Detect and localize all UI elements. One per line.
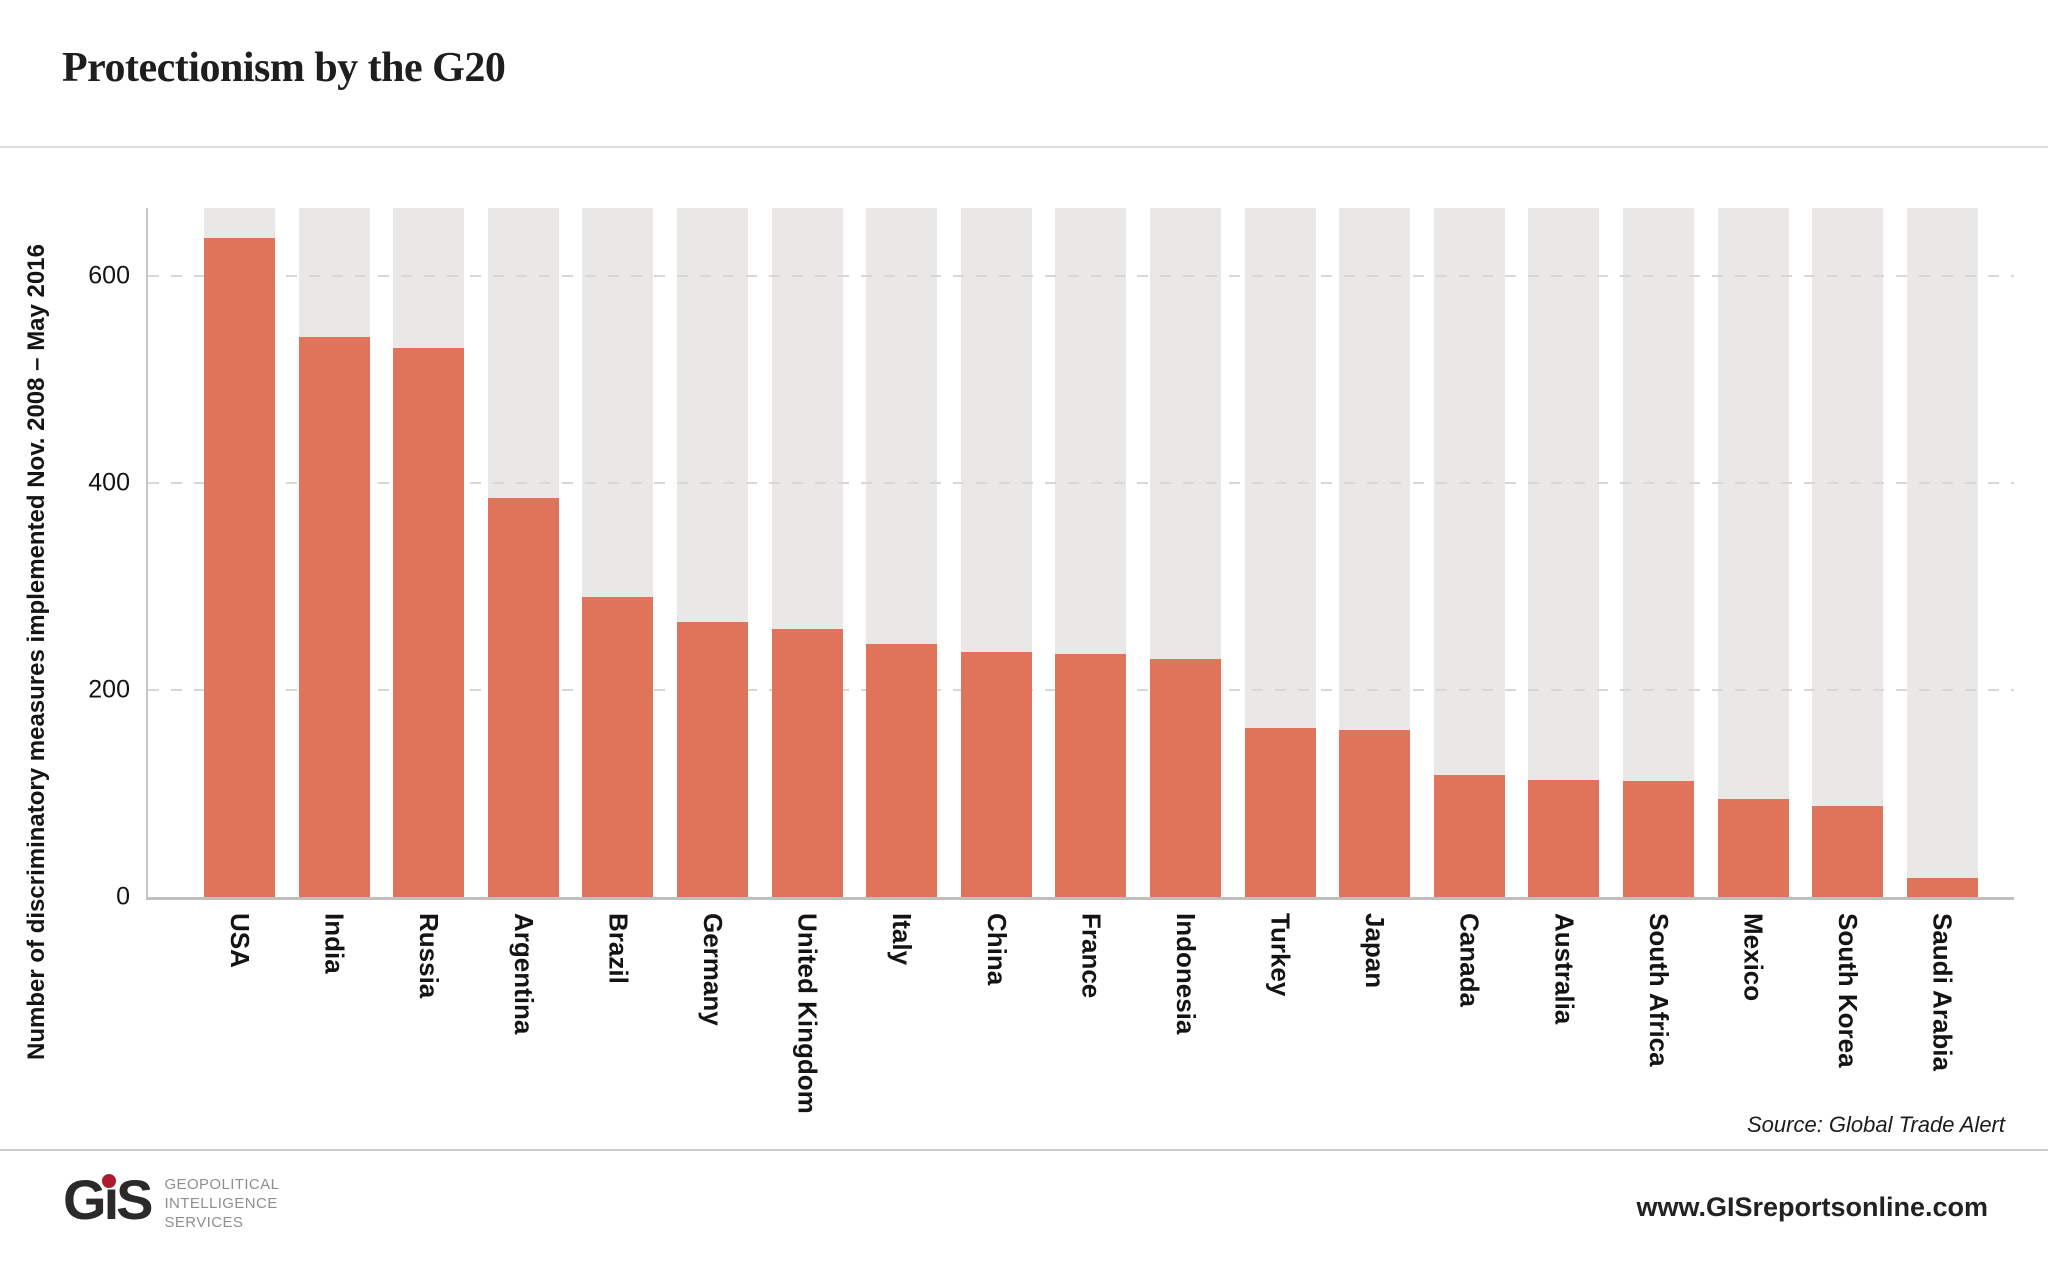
- logo-letter-g: G: [63, 1168, 107, 1231]
- track-mexico: [1717, 208, 1789, 897]
- bar-australia: [1528, 780, 1600, 897]
- bar-slot-china: China: [960, 208, 1032, 985]
- footer-divider: [0, 1149, 2048, 1151]
- bar-slot-argentina: Argentina: [487, 208, 559, 1034]
- x-label-india: India: [319, 913, 350, 974]
- y-tick-0: 0: [116, 882, 130, 911]
- logo-red-dot-icon: [102, 1174, 116, 1188]
- bar-china: [960, 651, 1032, 897]
- bar-japan: [1339, 730, 1411, 897]
- x-label-usa: USA: [225, 913, 255, 968]
- x-label-argentina: Argentina: [508, 913, 539, 1035]
- x-label-china: China: [981, 913, 1012, 986]
- bar-slot-japan: Japan: [1339, 208, 1411, 988]
- bar-slot-usa: USA: [204, 208, 275, 968]
- x-label-turkey: Turkey: [1265, 913, 1296, 997]
- tagline-line: INTELLIGENCE: [164, 1195, 278, 1212]
- x-label-united-kingdom: United Kingdom: [792, 913, 823, 1114]
- bar-germany: [676, 621, 748, 897]
- track-south-korea: [1812, 208, 1884, 897]
- bar-brazil: [582, 597, 654, 897]
- header-divider: [0, 146, 2048, 148]
- gridline-400: [148, 482, 2014, 485]
- gridline-600: [148, 275, 2014, 278]
- tagline-line: GEOPOLITICAL: [164, 1176, 280, 1193]
- bar-united-kingdom: [771, 629, 843, 897]
- x-label-indonesia: Indonesia: [1170, 913, 1201, 1035]
- bar-slot-indonesia: Indonesia: [1149, 208, 1221, 1034]
- bar-russia: [393, 347, 465, 897]
- bar-usa: [204, 238, 275, 897]
- bar-slot-saudi-arabia: Saudi Arabia: [1906, 208, 1978, 1071]
- bar-slot-italy: Italy: [866, 208, 938, 965]
- bar-france: [1055, 653, 1127, 897]
- x-label-australia: Australia: [1549, 913, 1580, 1025]
- y-tick-400: 400: [88, 468, 130, 497]
- track-saudi-arabia: [1906, 208, 1978, 897]
- bar-slot-russia: Russia: [393, 208, 465, 998]
- bar-south-africa: [1622, 781, 1694, 897]
- bar-slot-germany: Germany: [676, 208, 748, 1026]
- bar-group: USA India Russia Argentina Brazil Germany Unit…: [204, 208, 1978, 1114]
- bar-slot-brazil: Brazil: [582, 208, 654, 984]
- x-label-south-africa: South Africa: [1643, 913, 1674, 1067]
- y-tick-200: 200: [88, 675, 130, 704]
- gis-wordmark: GıS: [63, 1172, 154, 1228]
- bar-italy: [866, 643, 938, 897]
- bar-slot-mexico: Mexico: [1717, 208, 1789, 1001]
- logo-tagline: GEOPOLITICAL INTELLIGENCE SERVICES: [164, 1172, 279, 1232]
- x-label-canada: Canada: [1454, 913, 1485, 1007]
- x-label-saudi-arabia: Saudi Arabia: [1927, 913, 1958, 1071]
- bar-slot-india: India: [298, 208, 370, 974]
- bar-india: [298, 337, 370, 897]
- bar-indonesia: [1149, 659, 1221, 897]
- bar-slot-turkey: Turkey: [1244, 208, 1316, 996]
- x-label-russia: Russia: [414, 913, 445, 999]
- y-tick-600: 600: [88, 261, 130, 290]
- gis-logo: GıS GEOPOLITICAL INTELLIGENCE SERVICES: [63, 1172, 279, 1232]
- x-label-japan: Japan: [1360, 913, 1391, 989]
- website-url: www.GISreportsonline.com: [1636, 1192, 1988, 1222]
- x-label-germany: Germany: [697, 913, 728, 1026]
- plot-area: USA India Russia Argentina Brazil Germany Unit…: [88, 208, 2014, 1114]
- x-label-brazil: Brazil: [603, 913, 634, 984]
- bar-south-korea: [1812, 805, 1884, 897]
- tagline-line: SERVICES: [164, 1214, 244, 1231]
- bar-slot-france: France: [1055, 208, 1127, 998]
- bar-turkey: [1244, 728, 1316, 897]
- x-label-mexico: Mexico: [1738, 913, 1769, 1002]
- source-note: Source: Global Trade Alert: [1746, 1112, 2005, 1137]
- y-axis-title: Number of discriminatory measures implem…: [23, 244, 50, 1060]
- x-label-south-korea: South Korea: [1833, 913, 1864, 1068]
- bar-mexico: [1717, 798, 1789, 897]
- bar-saudi-arabia: [1906, 878, 1978, 897]
- x-label-france: France: [1076, 913, 1107, 999]
- x-label-italy: Italy: [887, 913, 918, 966]
- bar-slot-south-korea: South Korea: [1812, 208, 1884, 1068]
- page-title: Protectionism by the G20: [62, 45, 506, 91]
- bar-slot-south-africa: South Africa: [1622, 208, 1694, 1067]
- bar-argentina: [487, 497, 559, 897]
- bar-slot-australia: Australia: [1528, 208, 1600, 1024]
- bar-slot-united-kingdom: United Kingdom: [771, 208, 843, 1114]
- bar-slot-canada: Canada: [1433, 208, 1505, 1007]
- logo-letter-s: S: [116, 1168, 153, 1231]
- bar-canada: [1433, 774, 1505, 897]
